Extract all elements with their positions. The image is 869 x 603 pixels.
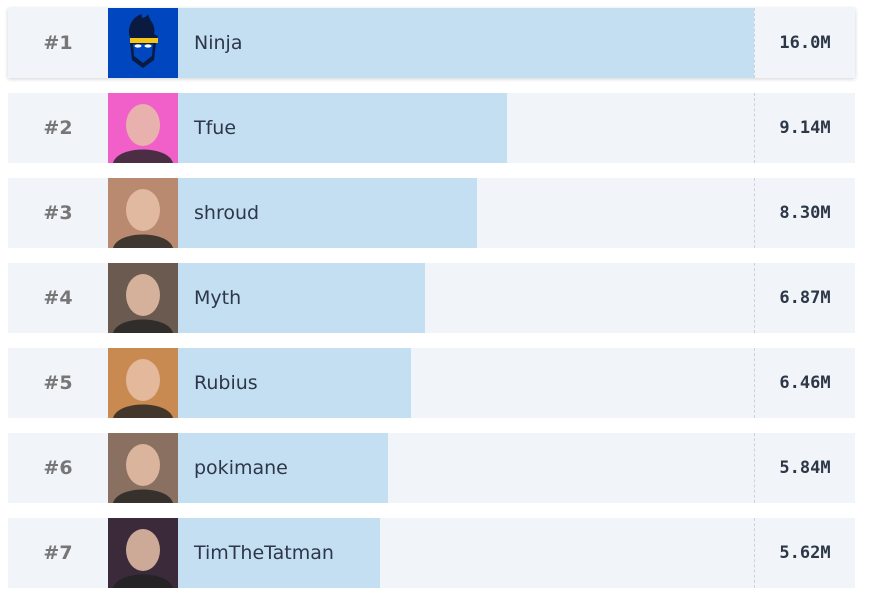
rank-label: #1 [43,32,73,54]
value-bar [178,433,389,503]
avatar[interactable] [108,8,178,78]
value-bar [178,93,507,163]
avatar-photo-icon [113,104,173,163]
streamer-name[interactable]: shroud [194,202,260,224]
avatar[interactable] [108,433,178,503]
rank-label: #7 [43,542,73,564]
value-bar [178,348,411,418]
avatar[interactable] [108,263,178,333]
streamer-name[interactable]: Myth [194,287,242,309]
leaderboard-row[interactable]: #7 TimTheTatman 5.62M [8,518,855,588]
streamer-name[interactable]: Ninja [194,32,243,54]
leaderboard-row[interactable]: #3 shroud 8.30M [8,178,855,248]
avatar-photo-icon [113,359,173,418]
value-bar [178,8,754,78]
bar-track: pokimane [178,433,754,503]
bar-track: Rubius [178,348,754,418]
follower-count: 9.14M [754,93,855,163]
value-bar [178,263,426,333]
avatar[interactable] [108,348,178,418]
avatar-photo-icon [113,189,173,248]
rank-label: #3 [43,202,73,224]
avatar-photo-icon [113,444,173,503]
avatar[interactable] [108,93,178,163]
leaderboard-list: #1 Ninja 16.0M #2 Tfue 9.14M #3 sh [8,8,855,603]
follower-count: 16.0M [754,8,855,78]
follower-count: 5.84M [754,433,855,503]
bar-track: Tfue [178,93,754,163]
avatar[interactable] [108,178,178,248]
leaderboard-row[interactable]: #2 Tfue 9.14M [8,93,855,163]
value-bar [178,518,381,588]
rank-label: #5 [43,372,73,394]
bar-track: Ninja [178,8,754,78]
streamer-name[interactable]: pokimane [194,457,288,479]
follower-count: 8.30M [754,178,855,248]
follower-count: 5.62M [754,518,855,588]
follower-count: 6.46M [754,348,855,418]
avatar-photo-icon [113,529,173,588]
bar-track: shroud [178,178,754,248]
avatar-photo-icon [113,274,173,333]
value-bar [178,178,477,248]
rank-label: #4 [43,287,73,309]
bar-track: Myth [178,263,754,333]
streamer-name[interactable]: Tfue [194,117,237,139]
leaderboard-row[interactable]: #6 pokimane 5.84M [8,433,855,503]
bar-track: TimTheTatman [178,518,754,588]
rank-label: #6 [43,457,73,479]
streamer-name[interactable]: TimTheTatman [194,542,334,564]
avatar[interactable] [108,518,178,588]
leaderboard-row[interactable]: #1 Ninja 16.0M [8,8,855,78]
ninja-logo-icon [128,14,158,68]
leaderboard-row[interactable]: #5 Rubius 6.46M [8,348,855,418]
streamer-name[interactable]: Rubius [194,372,258,394]
follower-count: 6.87M [754,263,855,333]
leaderboard-row[interactable]: #4 Myth 6.87M [8,263,855,333]
rank-label: #2 [43,117,73,139]
